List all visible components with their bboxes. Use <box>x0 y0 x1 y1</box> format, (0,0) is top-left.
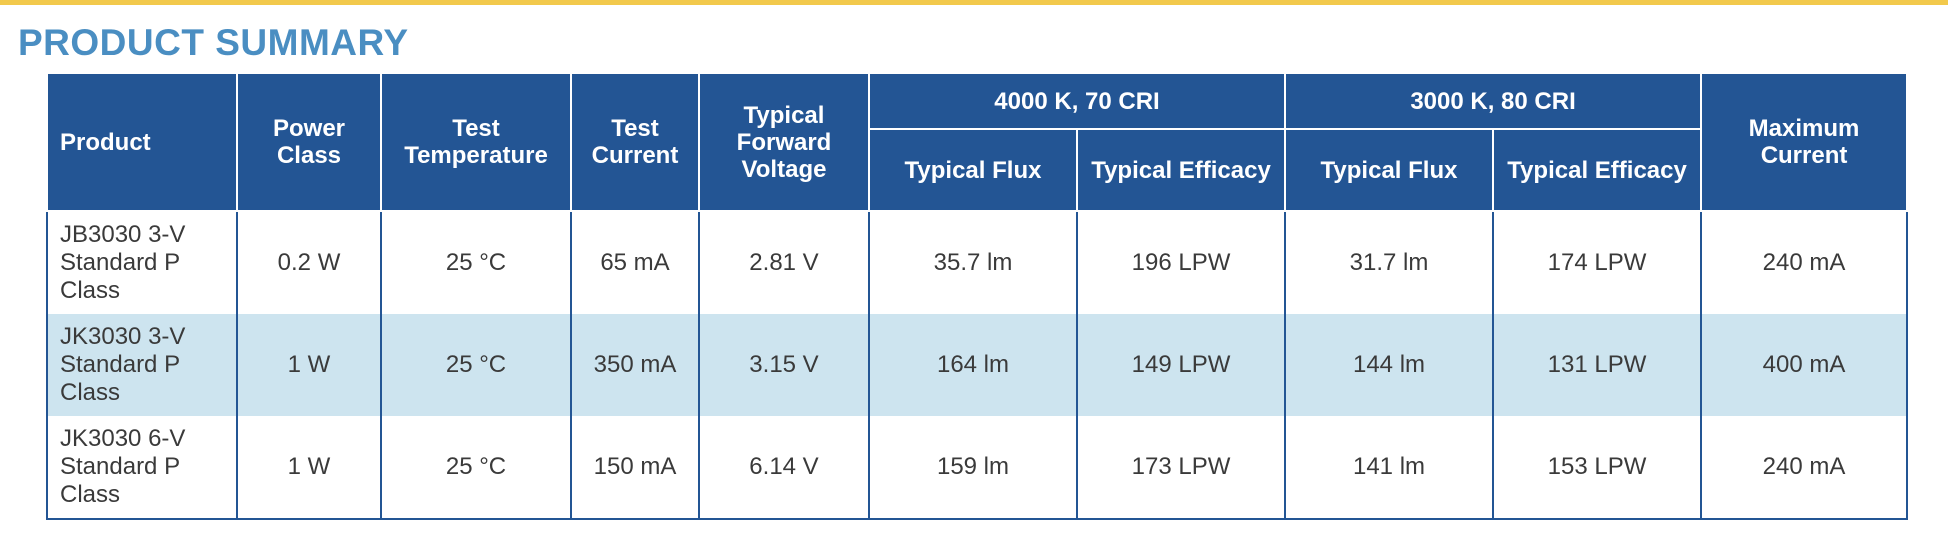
header-power-class: Power Class <box>236 72 382 212</box>
cell-power-class: 1 W <box>236 314 382 416</box>
cell-power-class: 0.2 W <box>236 211 382 314</box>
header-test-temperature: Test Temperature <box>380 72 572 212</box>
cell-flux-4000k: 164 lm <box>868 314 1078 416</box>
cell-efficacy-4000k: 149 LPW <box>1075 314 1287 416</box>
cell-product: JB3030 3-V Standard P Class <box>46 211 238 314</box>
cell-efficacy-3000k: 174 LPW <box>1492 211 1703 314</box>
cell-efficacy-4000k: 173 LPW <box>1075 416 1287 520</box>
cell-flux-4000k: 35.7 lm <box>868 211 1078 314</box>
cell-product: JK3030 3-V Standard P Class <box>46 314 238 416</box>
cell-flux-3000k: 144 lm <box>1284 314 1495 416</box>
table-row: JK3030 6-V Standard P Class 1 W 25 °C 15… <box>46 416 1909 520</box>
header-typical-efficacy-3000k: Typical Efficacy <box>1492 128 1703 212</box>
cell-maximum-current: 240 mA <box>1700 416 1909 520</box>
cell-test-temperature: 25 °C <box>380 314 572 416</box>
cell-test-current: 350 mA <box>570 314 700 416</box>
top-accent-rule <box>0 0 1948 5</box>
cell-forward-voltage: 3.15 V <box>698 314 870 416</box>
cell-test-current: 65 mA <box>570 211 700 314</box>
cell-power-class: 1 W <box>236 416 382 520</box>
header-row-subcolumns: Typical Flux Typical Efficacy Typical Fl… <box>47 128 1907 212</box>
cell-flux-3000k: 141 lm <box>1284 416 1495 520</box>
cell-product: JK3030 6-V Standard P Class <box>46 416 238 520</box>
cell-test-temperature: 25 °C <box>380 416 572 520</box>
header-test-current: Test Current <box>570 72 700 212</box>
header-typical-forward-voltage: Typical Forward Voltage <box>698 72 870 212</box>
cell-maximum-current: 240 mA <box>1700 211 1909 314</box>
cell-test-current: 150 mA <box>570 416 700 520</box>
header-typical-efficacy-4000k: Typical Efficacy <box>1075 128 1287 212</box>
table-row: JB3030 3-V Standard P Class 0.2 W 25 °C … <box>46 211 1909 314</box>
section-title: PRODUCT SUMMARY <box>18 22 409 63</box>
header-row-groups: Product Power Class Test Temperature Tes… <box>46 72 1909 212</box>
cell-efficacy-4000k: 196 LPW <box>1075 211 1287 314</box>
cell-flux-3000k: 31.7 lm <box>1284 211 1495 314</box>
cell-forward-voltage: 6.14 V <box>698 416 870 520</box>
header-typical-flux-4000k: Typical Flux <box>868 128 1078 212</box>
cell-efficacy-3000k: 153 LPW <box>1492 416 1703 520</box>
cell-test-temperature: 25 °C <box>380 211 572 314</box>
cell-flux-4000k: 159 lm <box>868 416 1078 520</box>
product-summary-table: Product Power Class Test Temperature Tes… <box>46 72 1909 520</box>
cell-forward-voltage: 2.81 V <box>698 211 870 314</box>
header-maximum-current: Maximum Current <box>1700 72 1909 212</box>
header-group-3000k: 3000 K, 80 CRI <box>1284 72 1703 130</box>
header-product: Product <box>46 72 238 212</box>
table-row: JK3030 3-V Standard P Class 1 W 25 °C 35… <box>46 314 1909 416</box>
header-typical-flux-3000k: Typical Flux <box>1284 128 1495 212</box>
header-group-4000k: 4000 K, 70 CRI <box>867 72 1287 130</box>
cell-efficacy-3000k: 131 LPW <box>1492 314 1703 416</box>
cell-maximum-current: 400 mA <box>1700 314 1909 416</box>
